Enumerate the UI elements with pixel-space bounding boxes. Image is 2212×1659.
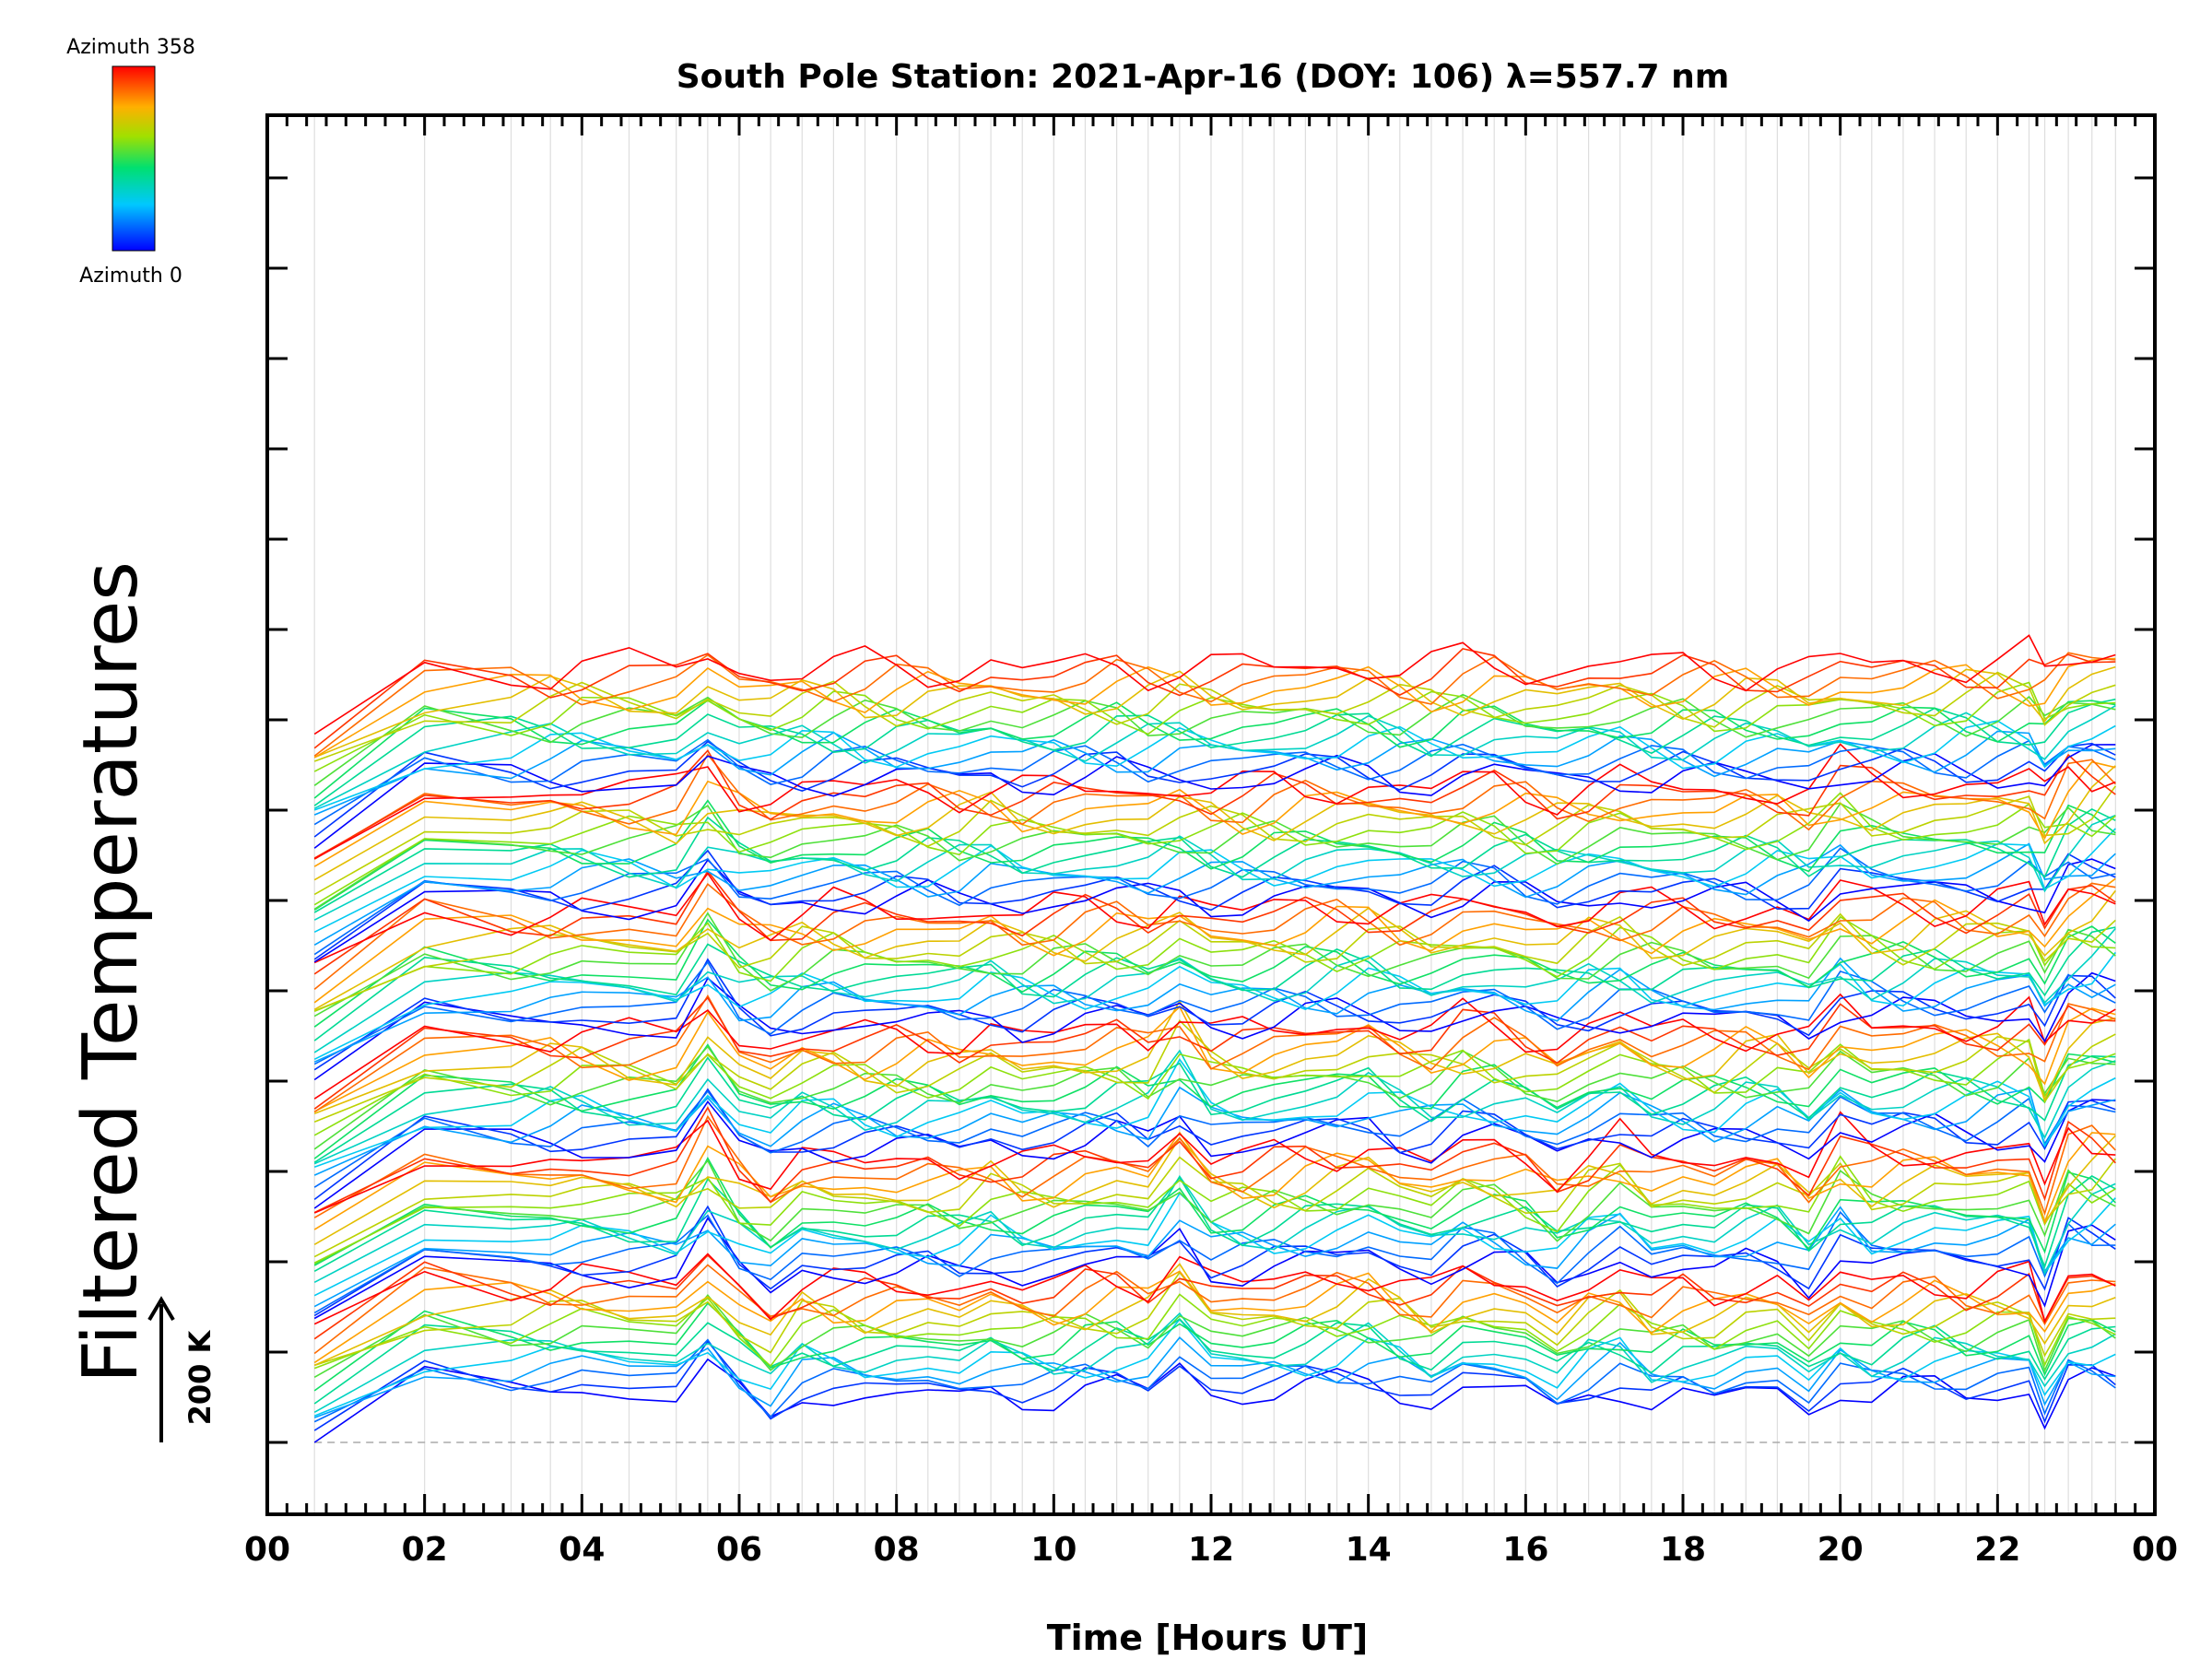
x-tick-label: 20 <box>1818 1531 1864 1569</box>
temperature-series-line <box>313 847 2116 956</box>
temperature-series-line <box>313 1205 2116 1317</box>
temperature-series-line <box>313 1155 2116 1264</box>
temperature-series-line <box>313 1131 2116 1230</box>
temperature-series-line <box>313 744 2116 849</box>
temperature-series-line <box>313 1301 2116 1392</box>
temperature-series-line <box>313 720 2116 811</box>
temperature-series-line <box>313 802 2116 911</box>
temperature-series-line <box>313 634 2116 735</box>
temperature-series-line <box>313 960 2116 1065</box>
x-tick-label: 16 <box>1502 1531 1548 1569</box>
temperature-series-line <box>313 740 2116 838</box>
temperature-series-line <box>313 1159 2116 1265</box>
temperature-series-line <box>313 1253 2116 1325</box>
temperature-series-line <box>313 926 2116 1041</box>
temperature-series-line <box>313 738 2116 826</box>
scale-bar-arrow-head <box>147 1296 175 1322</box>
temperature-series-line <box>313 1270 2116 1364</box>
temperature-series-line <box>313 1263 2116 1367</box>
temperature-series-line <box>313 993 2116 1100</box>
temperature-series-line <box>313 792 2116 906</box>
temperature-series-line <box>313 1054 2116 1163</box>
temperature-series-line <box>313 1157 2116 1266</box>
temperature-series-line <box>313 730 2116 816</box>
azimuth-legend: Azimuth 358 Azimuth 0 <box>66 36 195 288</box>
temperature-series-line <box>313 828 2116 934</box>
temperature-series-line <box>313 1106 2116 1214</box>
legend-colorbar <box>112 65 156 252</box>
x-tick-label: 00 <box>2132 1531 2178 1569</box>
scale-bar-label: 200 K <box>182 1329 218 1425</box>
temperature-series-line <box>313 994 2116 1113</box>
x-tick-label: 10 <box>1030 1531 1077 1569</box>
temperature-series-line <box>313 951 2116 1061</box>
temperature-series-line <box>313 657 2116 759</box>
x-axis-label: Time [Hours UT] <box>1047 1618 1369 1658</box>
temperature-series-line <box>313 765 2116 881</box>
temperature-series-line <box>313 1293 2116 1370</box>
temperature-series-line <box>313 927 2116 1053</box>
axes: 00 02 04 06 08 10 12 14 16 18 20 22 00 <box>244 113 2178 1569</box>
temperature-series-line <box>313 877 2116 1004</box>
temperature-series-line <box>313 912 2116 1018</box>
temperature-series-line <box>313 1058 2116 1168</box>
chart-title: South Pole Station: 2021-Apr-16 (DOY: 10… <box>677 58 1730 96</box>
temperature-series-line <box>313 785 2116 896</box>
temperature-series-line <box>313 1086 2116 1176</box>
temperature-series-line <box>313 671 2116 762</box>
legend-bottom-label: Azimuth 0 <box>79 265 182 288</box>
temperature-series-line <box>313 665 2116 759</box>
temperature-series-line <box>313 1358 2116 1443</box>
temperature-series-line <box>313 1312 2116 1413</box>
temperature-series-line <box>313 912 2116 1012</box>
x-tick-label: 14 <box>1346 1531 1392 1569</box>
temperature-series-line <box>313 1018 2116 1124</box>
temperature-series-line <box>313 705 2116 809</box>
temperature-series-line <box>313 1049 2116 1165</box>
temperature-series-line <box>313 1135 2116 1245</box>
temperature-lines <box>313 634 2116 1443</box>
x-tick-label: 06 <box>716 1531 762 1569</box>
temperature-series-line <box>313 681 2116 772</box>
temperature-series-line <box>313 872 2116 964</box>
temperature-series-line <box>313 753 2116 860</box>
x-tick-label: 04 <box>559 1531 605 1569</box>
temperature-series-line <box>313 842 2116 946</box>
temperature-series-line <box>313 1338 2116 1423</box>
temperature-series-line <box>313 971 2116 1081</box>
x-tick-label: 18 <box>1660 1531 1706 1569</box>
temperature-series-line <box>313 1192 2116 1297</box>
x-tick-label: 02 <box>402 1531 448 1569</box>
temperature-series-line <box>313 1318 2116 1417</box>
temperature-series-line <box>313 698 2116 806</box>
temperature-series-line <box>313 1206 2116 1308</box>
temperature-series-line <box>313 999 2116 1115</box>
scale-bar: 200 K <box>147 1296 218 1442</box>
x-tick-label: 00 <box>244 1531 290 1569</box>
temperature-series-line <box>313 849 2116 960</box>
temperature-series-line <box>313 1336 2116 1418</box>
temperature-series-line <box>313 1156 2116 1258</box>
temperature-series-line <box>313 957 2116 1063</box>
temperature-series-line <box>313 1043 2116 1159</box>
temperature-series-line <box>313 1114 2116 1218</box>
x-tick-label: 12 <box>1188 1531 1234 1569</box>
temperature-series-line <box>313 869 2116 975</box>
temperature-series-line <box>313 807 2116 913</box>
legend-top-label: Azimuth 358 <box>66 36 195 59</box>
temperature-series-line <box>313 1006 2116 1112</box>
x-tick-label: 08 <box>874 1531 920 1569</box>
temperature-series-line <box>313 1210 2116 1314</box>
temperature-series-line <box>313 1271 2116 1367</box>
x-tick-label: 22 <box>1974 1531 2020 1569</box>
y-axis-label: Filtered Temperatures <box>67 561 155 1383</box>
temperature-series-line <box>313 1111 2116 1214</box>
temperature-series-line <box>313 748 2116 859</box>
temperature-series-line <box>313 1174 2116 1284</box>
